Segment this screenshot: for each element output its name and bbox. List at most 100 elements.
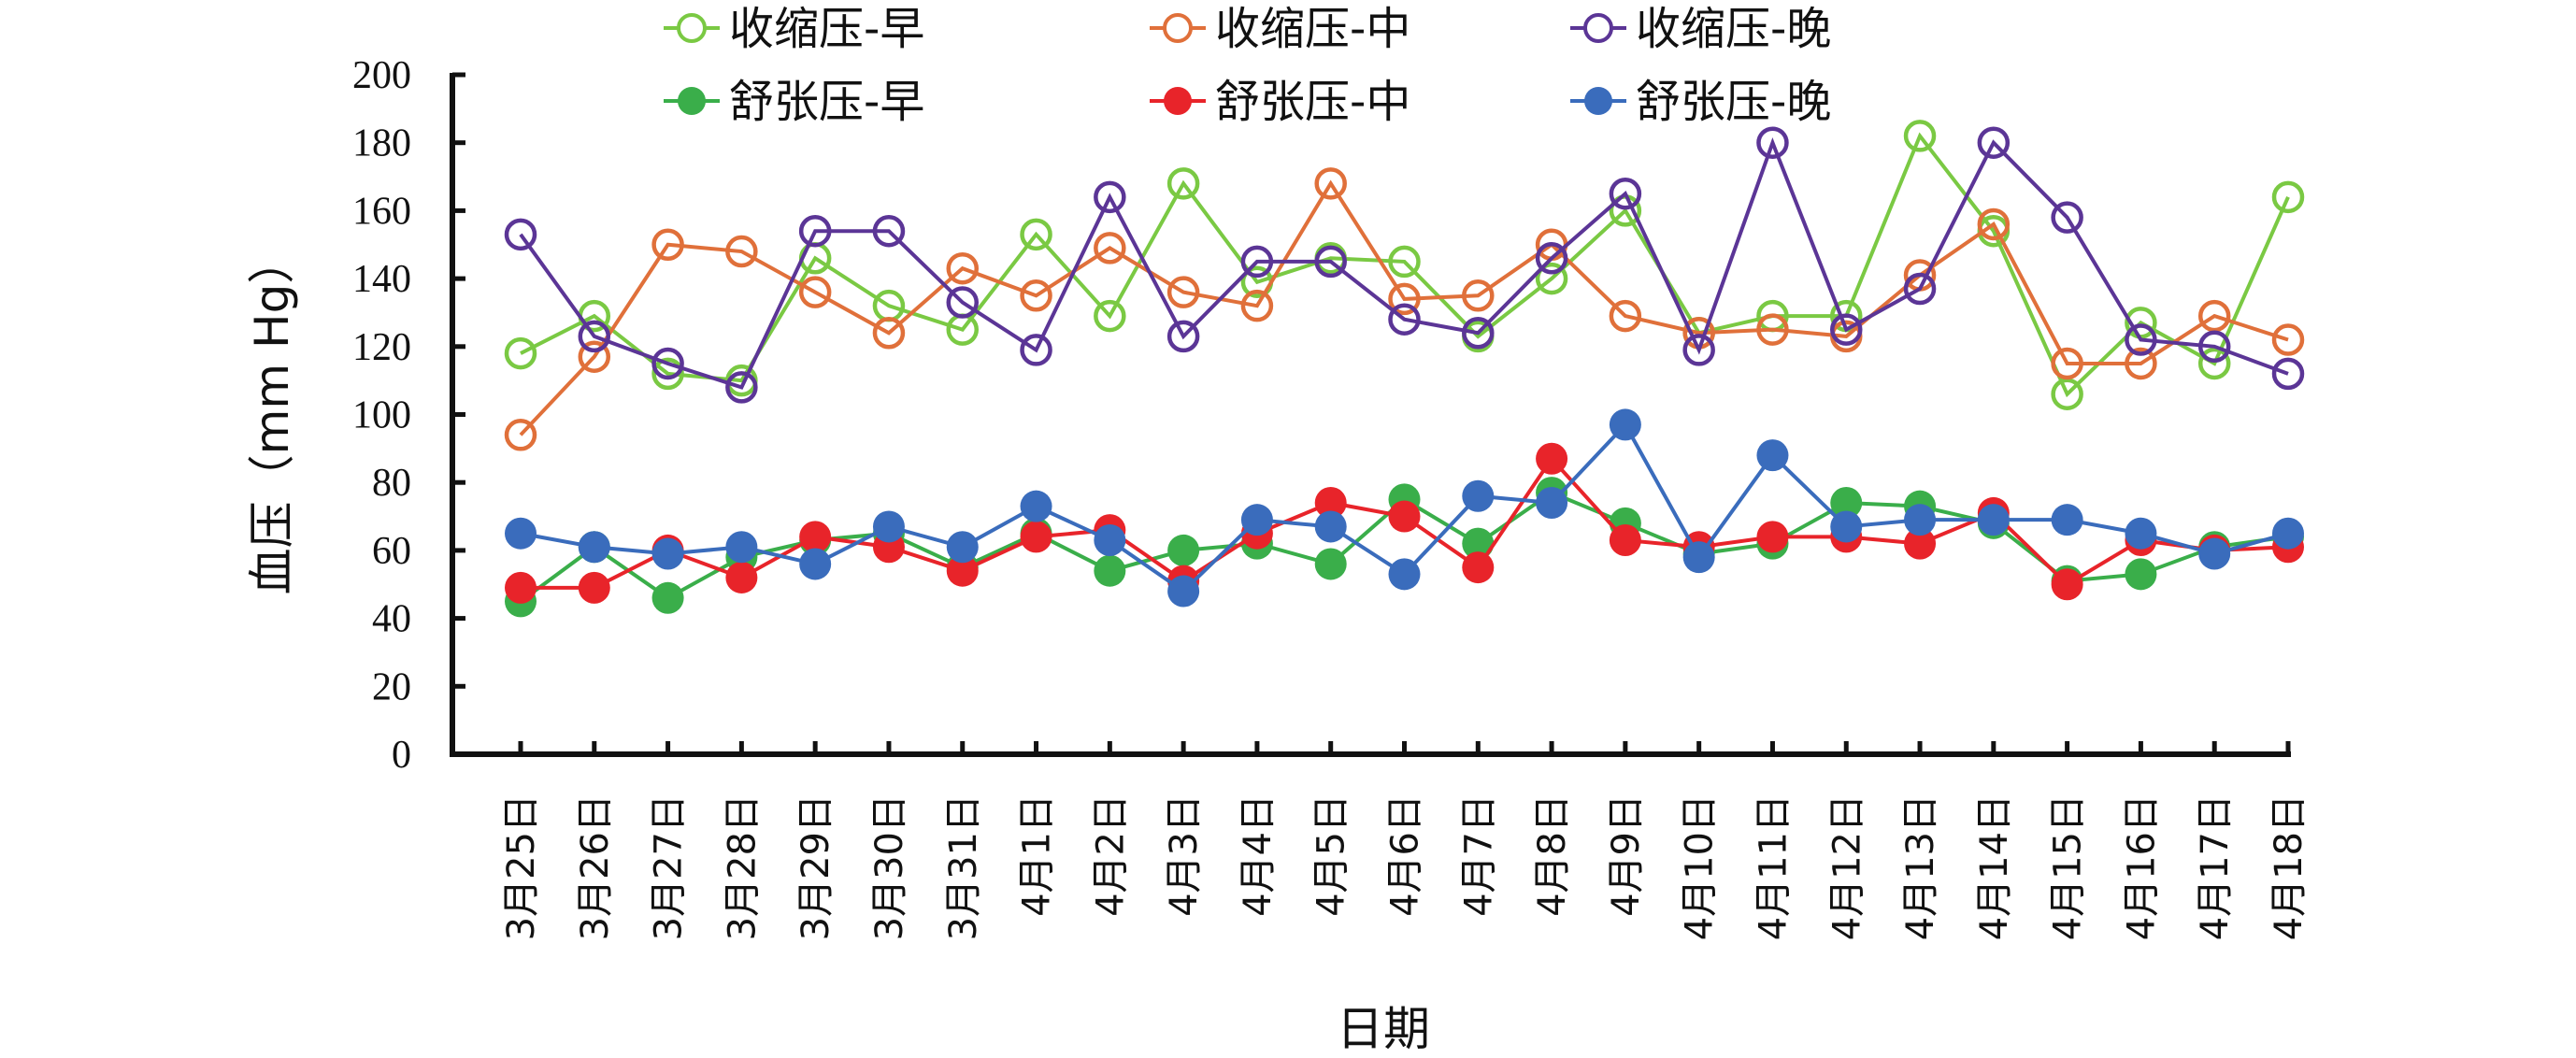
data-point xyxy=(798,214,832,248)
data-point xyxy=(1904,527,1937,560)
data-point xyxy=(2197,347,2231,380)
data-point xyxy=(725,235,758,268)
data-point xyxy=(2197,330,2231,364)
data-point xyxy=(1314,167,1347,200)
legend-item: 收缩压-早 xyxy=(664,3,924,55)
legend-label: 收缩压-早 xyxy=(729,3,924,55)
y-tick-label: 0 xyxy=(392,734,411,777)
series-1 xyxy=(504,120,2305,410)
x-tick-label: 4月3日 xyxy=(1163,794,1206,917)
legend-marker xyxy=(1583,13,1613,43)
data-point xyxy=(2051,201,2083,234)
y-tick-label: 80 xyxy=(372,462,411,505)
x-tick-label: 3月29日 xyxy=(794,794,837,940)
series-2 xyxy=(504,167,2305,451)
data-point xyxy=(1388,245,1421,279)
data-point xyxy=(946,286,979,319)
data-point xyxy=(1462,279,1495,312)
data-point xyxy=(1756,439,1789,472)
data-point xyxy=(1388,303,1421,336)
legend-label: 收缩压-晚 xyxy=(1636,3,1831,55)
data-point xyxy=(1094,554,1126,587)
data-point xyxy=(504,419,537,451)
data-point xyxy=(1240,289,1274,322)
x-tick-label: 4月13日 xyxy=(1899,794,1942,940)
data-point xyxy=(578,320,611,353)
x-axis-title: 日期 xyxy=(1337,1002,1430,1056)
data-point xyxy=(1166,320,1200,353)
legend-marker xyxy=(677,13,707,43)
data-point xyxy=(2271,357,2305,391)
legend-marker xyxy=(1164,87,1192,115)
data-point xyxy=(798,276,832,308)
data-point xyxy=(651,581,684,614)
data-point xyxy=(1020,490,1052,522)
x-tick-label: 4月7日 xyxy=(1457,794,1500,917)
y-tick-label: 120 xyxy=(352,326,411,369)
y-tick-label: 100 xyxy=(352,394,411,437)
data-point xyxy=(1609,523,1641,556)
data-point xyxy=(1609,299,1642,333)
legend-item: 舒张压-早 xyxy=(664,76,924,128)
x-tick-label: 3月27日 xyxy=(648,794,691,940)
data-point xyxy=(2051,504,2083,536)
data-point xyxy=(1462,551,1495,584)
legend-label: 收缩压-中 xyxy=(1215,3,1410,55)
data-point xyxy=(1094,523,1126,556)
data-point xyxy=(1314,487,1347,520)
data-point xyxy=(1609,177,1642,210)
data-point xyxy=(1240,245,1274,279)
data-point xyxy=(946,554,979,587)
data-point xyxy=(2125,517,2157,550)
data-point xyxy=(872,317,906,350)
data-point xyxy=(1020,334,1052,366)
data-point xyxy=(799,548,832,580)
data-point xyxy=(1020,279,1052,312)
data-point xyxy=(946,251,979,285)
data-point xyxy=(2197,299,2231,333)
x-tick-label: 4月9日 xyxy=(1605,794,1648,917)
y-tick-label: 160 xyxy=(352,190,411,233)
x-tick-label: 3月26日 xyxy=(574,794,617,940)
y-tick-label: 20 xyxy=(372,665,411,708)
x-tick-label: 4月2日 xyxy=(1089,794,1132,917)
data-point xyxy=(799,521,832,553)
data-point xyxy=(725,531,758,564)
x-tick-label: 4月5日 xyxy=(1310,794,1353,917)
data-point xyxy=(2051,378,2083,410)
y-axis-title: 血压（mm Hg） xyxy=(245,237,299,595)
data-point xyxy=(725,371,758,404)
data-point xyxy=(2125,347,2157,380)
data-point xyxy=(1166,276,1200,308)
data-point xyxy=(1020,521,1052,553)
legend-item: 收缩压-中 xyxy=(1150,3,1410,55)
data-point xyxy=(2198,537,2231,570)
data-point xyxy=(1830,313,1863,346)
data-point xyxy=(651,228,684,261)
data-point xyxy=(1977,504,2010,536)
data-point xyxy=(578,531,610,564)
data-point xyxy=(1388,500,1421,533)
data-point xyxy=(504,336,537,370)
data-point xyxy=(505,517,537,550)
data-point xyxy=(1536,487,1568,520)
data-point xyxy=(872,214,906,248)
data-point xyxy=(504,218,537,251)
legend-marker xyxy=(1163,13,1193,43)
x-tick-label: 4月15日 xyxy=(2047,794,2090,940)
x-tick-label: 4月6日 xyxy=(1384,794,1427,917)
data-point xyxy=(1314,548,1347,580)
data-point xyxy=(651,537,684,570)
data-point xyxy=(1830,487,1863,520)
data-point xyxy=(1977,126,2011,159)
data-point xyxy=(1682,334,1715,366)
y-tick-label: 140 xyxy=(352,258,411,301)
data-point xyxy=(1167,534,1200,566)
data-point xyxy=(1977,207,2011,241)
y-tick-label: 200 xyxy=(352,54,411,97)
x-tick-label: 3月30日 xyxy=(868,794,911,940)
x-tick-label: 4月1日 xyxy=(1016,794,1059,917)
data-point xyxy=(1462,479,1495,512)
data-point xyxy=(2051,347,2083,380)
